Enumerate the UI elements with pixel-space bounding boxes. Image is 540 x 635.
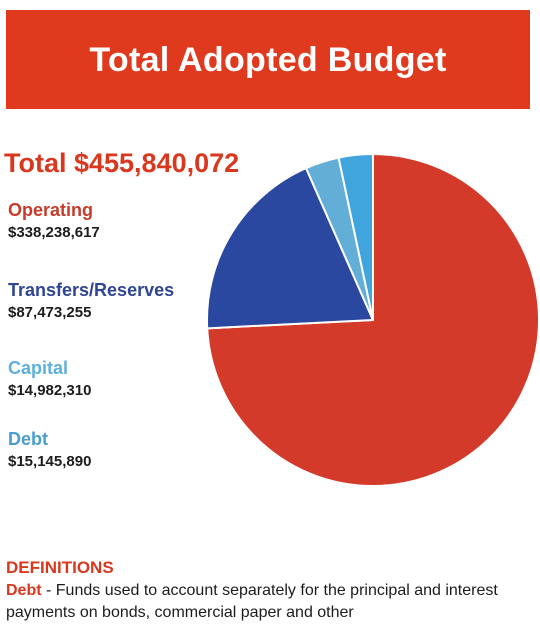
legend-value: $14,982,310 xyxy=(8,382,92,399)
legend-name: Operating xyxy=(8,200,94,220)
definition-body: - Funds used to account separately for t… xyxy=(6,582,498,621)
total-amount: Total $455,840,072 xyxy=(4,148,240,178)
pie-slice-debt xyxy=(337,153,374,321)
definition-text: Debt - Funds used to account separately … xyxy=(6,580,536,624)
legend-item-capital: Capital $14,982,310 xyxy=(8,358,91,399)
pie-chart xyxy=(206,153,540,487)
legend-value: $15,145,890 xyxy=(8,453,92,470)
definitions-heading: DEFINITIONS xyxy=(6,558,114,577)
legend-name: Debt xyxy=(8,429,48,449)
legend-value: $338,238,617 xyxy=(8,224,100,241)
definitions-section: DEFINITIONS Debt - Funds used to account… xyxy=(6,558,536,624)
pie-slice-transfers-reserves xyxy=(206,167,374,330)
legend-item-operating: Operating $338,238,617 xyxy=(8,200,100,241)
legend-value: $87,473,255 xyxy=(8,304,92,321)
page-title: Total Adopted Budget xyxy=(89,41,447,79)
legend-item-debt: Debt $15,145,890 xyxy=(8,429,91,470)
legend-name: Capital xyxy=(8,358,69,378)
legend-name: Transfers/Reserves xyxy=(8,280,175,300)
header-banner: Total Adopted Budget xyxy=(6,10,530,109)
legend-item-transfers-reserves: Transfers/Reserves $87,473,255 xyxy=(8,280,174,321)
definition-term: Debt xyxy=(6,582,42,599)
